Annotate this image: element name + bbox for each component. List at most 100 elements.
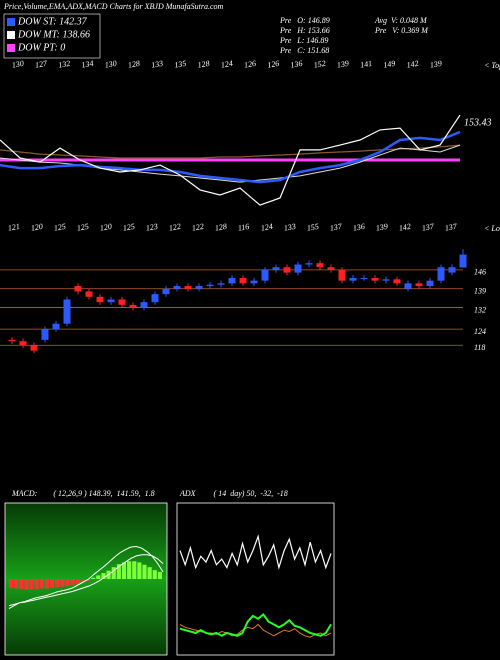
series-line [0,130,461,184]
candle-body [437,267,445,281]
histogram-bar [121,562,127,579]
histogram-bar [127,561,132,579]
price-label: 139 [336,59,349,70]
price-label: 139 [429,59,442,70]
series-line [179,613,332,637]
y-tick-label: 118 [474,343,485,352]
y-tick-label: 139 [474,287,486,296]
histogram-bar [60,579,65,587]
y-tick-label: 124 [474,327,486,336]
y-tick-label: 132 [474,305,486,314]
price-label: 127 [34,59,48,70]
stat: Pre H: 153.66 [279,26,330,35]
histogram-bar [44,579,50,589]
series-line [8,545,164,610]
histogram-bar [101,573,106,579]
legend-swatch [7,44,15,52]
price-label: 124 [220,59,233,70]
candle-body [19,341,27,346]
price-label: 125 [122,222,135,233]
y-tick-label: 146 [474,268,486,277]
price-label: 121 [7,222,20,233]
price-label: 120 [30,222,43,233]
histogram-bar [142,564,147,579]
histogram-bar [157,571,162,579]
series-line [179,534,332,570]
candle-body [96,296,104,303]
price-label: 130 [11,59,24,70]
candle-body [162,288,170,295]
price-label: 149 [383,59,396,70]
candle-body [327,267,335,270]
candle-body [250,280,258,284]
price-label: 120 [99,222,112,233]
candle-body [8,339,16,342]
histogram-bar [55,579,60,588]
legend-swatch [7,18,15,26]
stat: Pre C: 151.68 [279,46,329,55]
price-label: 142 [406,59,419,70]
histogram-bar [70,579,75,585]
candle-body [52,323,60,330]
price-label: 135 [174,59,187,70]
price-label: 128 [197,59,210,70]
legend-label: DOW MT: 138.66 [17,29,90,40]
series-line [0,144,461,183]
candle-body [393,279,401,284]
candle-body [41,329,49,340]
price-label: 155 [306,222,319,233]
candle-body [272,267,280,270]
histogram-bar [96,575,101,579]
price-label: 136 [352,222,365,233]
histogram-bar [19,579,24,590]
annotation: < Lower [484,224,500,233]
series-line [0,114,461,206]
price-label: 122 [168,222,181,233]
annotation: < Toppe [484,61,500,70]
candle-body [349,277,357,281]
price-label: 133 [283,222,296,233]
candle-body [140,302,148,308]
candle-body [459,254,467,268]
candle-body [151,294,159,303]
candle-body [283,267,291,273]
candle-body [184,286,192,289]
price-label: 124 [260,222,273,233]
price-label: 126 [267,59,280,70]
candle-body [217,283,225,285]
price-label: 134 [81,59,94,70]
candle-body [305,263,313,265]
candle-body [316,263,324,268]
panel-title: ADX ( 14 day) 50, -32, -18 [179,489,288,498]
panel-title: MACD: ( 12,26,9 ) 148.39, 141.59, 1.8 [11,489,155,498]
legend-label: DOW PT: 0 [17,42,65,53]
stat: Pre O: 146.89 [279,16,330,25]
histogram-bar [29,579,34,590]
price-label: 130 [104,59,117,70]
histogram-bar [132,561,137,579]
price-label: 122 [191,222,204,233]
price-label: 137 [329,222,343,233]
candle-body [228,277,236,284]
histogram-bar [147,567,152,579]
candle-body [371,277,379,281]
candle-body [404,283,412,289]
price-label: 136 [290,59,303,70]
histogram-bar [65,579,70,587]
price-label: 126 [243,59,256,70]
candle-body [118,299,126,305]
legend-label: DOW ST: 142.37 [17,16,88,27]
histogram-bar [137,562,142,579]
series-line [8,554,164,607]
candle-body [448,267,456,273]
price-label: 132 [58,59,71,70]
histogram-bar [50,579,55,588]
price-label: 133 [150,59,163,70]
histogram-bar [34,579,39,590]
candle-body [415,283,423,287]
page-title: Price,Volume,EMA,ADX,MACD Charts for XBJ… [3,2,224,11]
histogram-bar [9,579,14,588]
candle-body [74,286,82,292]
